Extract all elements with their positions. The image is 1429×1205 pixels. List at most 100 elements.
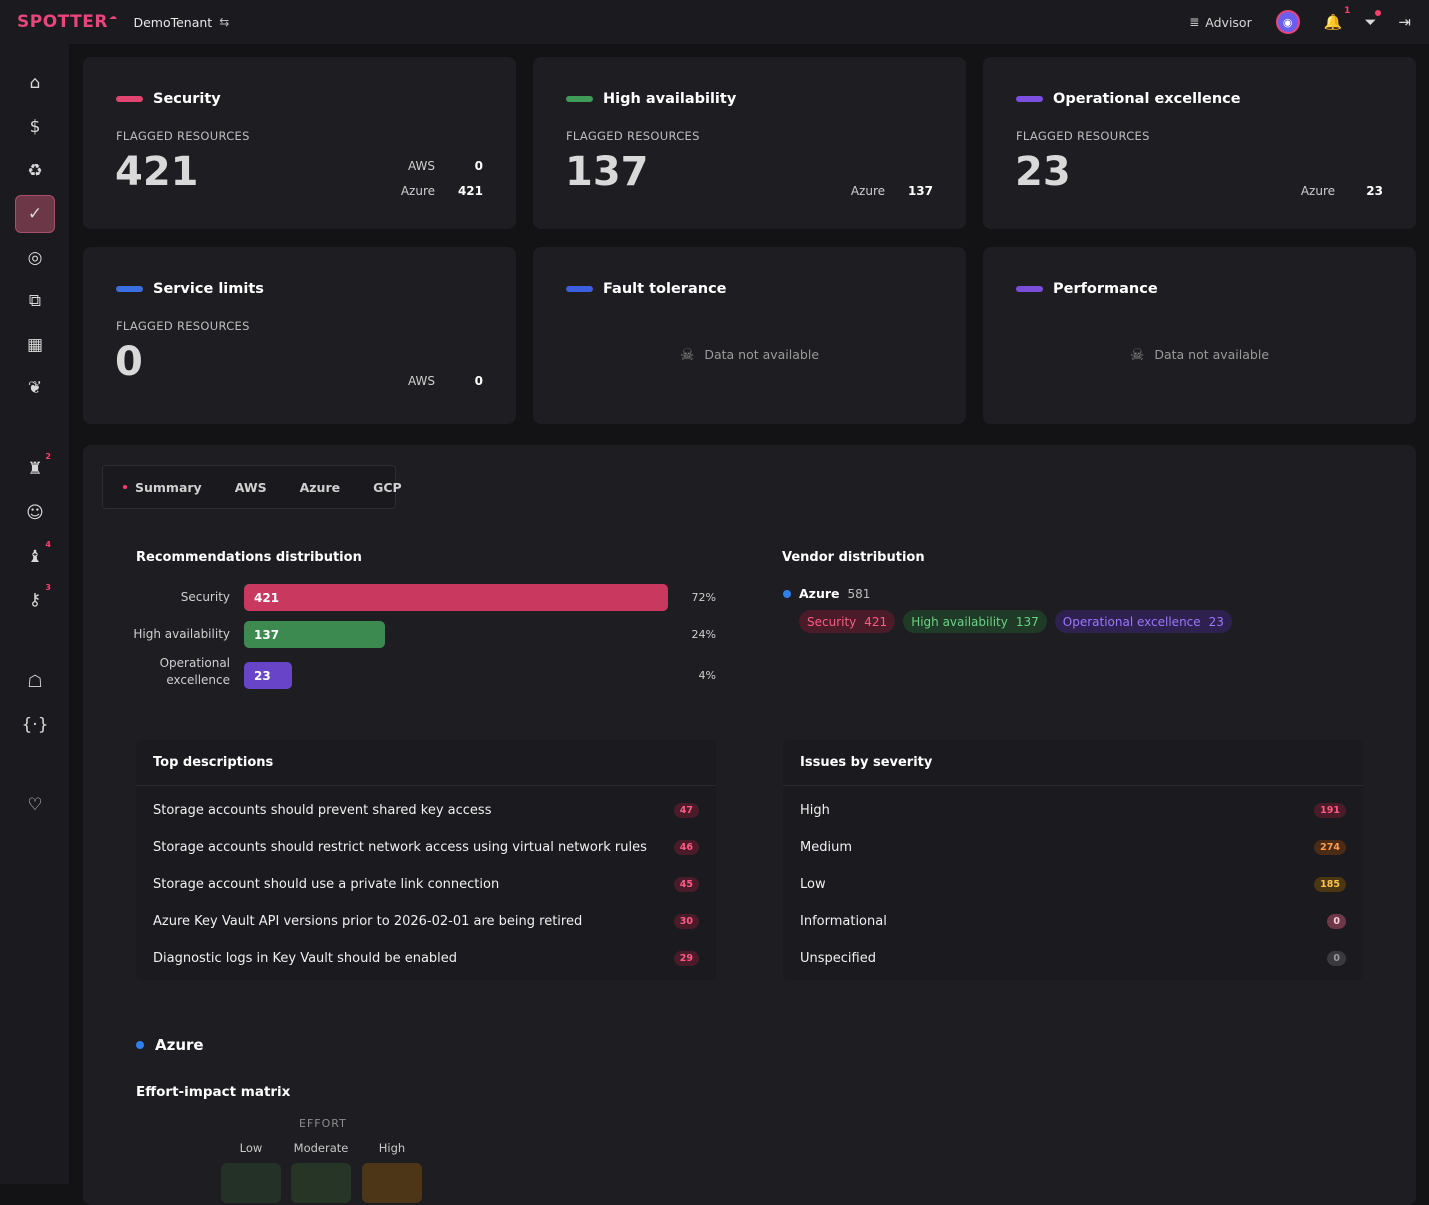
vendor-tag[interactable]: High availability 137: [903, 610, 1047, 633]
avatar[interactable]: ◉: [1275, 10, 1300, 34]
filter-icon[interactable]: ⏷: [1364, 10, 1382, 31]
matrix-cell[interactable]: [291, 1163, 351, 1203]
category-pill: [116, 286, 143, 292]
count-badge: 191: [1314, 802, 1346, 818]
tab-summary[interactable]: Summary: [123, 480, 202, 495]
vendor-row: Azure 421: [400, 184, 483, 198]
sidebar-item-advisor[interactable]: ✓: [15, 195, 55, 233]
effort-moderate: Moderate: [293, 1141, 349, 1155]
vendor-tags: Security 421 High availability 137 Operation…: [799, 610, 1240, 633]
data-not-available: ☠ Data not available: [1129, 345, 1270, 364]
butterfly-icon: ❦: [27, 378, 43, 398]
access-icon: ⚷: [28, 590, 42, 610]
vendor-tabs: Summary AWS Azure GCP: [102, 465, 402, 509]
home-icon: ⌂: [29, 73, 41, 93]
filter-dot: [1375, 10, 1382, 16]
list-item[interactable]: Informational 0: [800, 911, 1346, 931]
sidebar-item-map[interactable]: ▦: [15, 326, 55, 364]
sidebar-badge: 3: [45, 583, 51, 592]
vendor-tag[interactable]: Security 421: [799, 610, 896, 633]
issues-by-severity: Issues by severity High 191 Medium 274 Low 18…: [783, 740, 1363, 980]
matrix-cell[interactable]: [221, 1163, 281, 1203]
card-title: Service limits: [116, 281, 264, 297]
top-descriptions: Top descriptions Storage accounts should…: [136, 740, 716, 980]
top-descriptions-title: Top descriptions: [136, 740, 716, 786]
bar-percent: 72%: [691, 591, 716, 604]
effort-low: Low: [239, 1141, 263, 1155]
advisor-button[interactable]: ≣ Advisor: [1189, 15, 1252, 30]
sidebar-item-masks[interactable]: ☺: [15, 494, 55, 532]
list-item[interactable]: Diagnostic logs in Key Vault should be e…: [153, 948, 699, 968]
spotter-logo[interactable]: SPOTTER☁: [17, 12, 118, 32]
list-item[interactable]: Azure Key Vault API versions prior to 20…: [153, 911, 699, 931]
bar-label: High availability: [133, 627, 230, 641]
list-item[interactable]: Storage accounts should restrict network…: [153, 837, 699, 857]
sidebar-item-goals[interactable]: ◎: [15, 239, 55, 277]
count-badge: 47: [673, 802, 699, 818]
list-item[interactable]: Low 185: [800, 874, 1346, 894]
sidebar-item-champions[interactable]: ♜ 2: [15, 450, 55, 488]
card-service-limits[interactable]: Service limits FLAGGED RESOURCES 0 AWS 0: [83, 247, 516, 424]
tenant-name[interactable]: DemoTenant: [133, 14, 213, 30]
flagged-count: 137: [565, 149, 649, 195]
sidebar-item-chess[interactable]: ♝ 4: [15, 538, 55, 576]
list-item[interactable]: Storage accounts should prevent shared k…: [153, 800, 699, 820]
distribution-bar[interactable]: 137: [244, 621, 385, 648]
card-high-availability[interactable]: High availability FLAGGED RESOURCES 137 Azu…: [533, 57, 966, 229]
category-pill: [1016, 96, 1043, 102]
tab-azure[interactable]: Azure: [299, 479, 341, 495]
flagged-count: 23: [1015, 149, 1071, 195]
savings-icon: ♻: [27, 161, 43, 181]
card-operational-excellence[interactable]: Operational excellence FLAGGED RESOURCES 2…: [983, 57, 1416, 229]
sidebar-item-access[interactable]: ⚷ 3: [15, 581, 55, 619]
sidebar-item-code[interactable]: {·}: [15, 706, 55, 744]
distribution-bar[interactable]: 23: [244, 662, 292, 689]
sidebar-item-tickets[interactable]: ⧉: [15, 282, 55, 320]
sidebar-item-cost[interactable]: $: [15, 108, 55, 146]
card-performance[interactable]: Performance ☠ Data not available: [983, 247, 1416, 424]
matrix-cell[interactable]: [362, 1163, 422, 1203]
count-badge: 274: [1314, 839, 1346, 855]
sidebar-item-home[interactable]: ⌂: [15, 64, 55, 102]
card-title: High availability: [566, 91, 736, 107]
vendor-azure: Azure 581: [783, 586, 870, 601]
champions-icon: ♜: [27, 459, 43, 479]
count-badge: 29: [673, 950, 699, 966]
sidebar-item-butterfly[interactable]: ❦: [15, 369, 55, 407]
active-dot: [123, 485, 127, 489]
list-item[interactable]: Storage account should use a private lin…: [153, 874, 699, 894]
vendor-tag[interactable]: Operational excellence 23: [1054, 610, 1232, 633]
rec-dist-title: Recommendations distribution: [136, 550, 362, 565]
list-item[interactable]: Unspecified 0: [800, 948, 1346, 968]
sidebar-item-savings[interactable]: ♻: [15, 152, 55, 190]
cost-icon: $: [29, 117, 41, 137]
category-pill: [566, 96, 593, 102]
sidebar-badge: 4: [45, 540, 51, 549]
tab-gcp[interactable]: GCP: [373, 479, 402, 495]
map-icon: ▦: [26, 335, 44, 355]
advisor-label: Advisor: [1205, 14, 1252, 30]
card-security[interactable]: Security FLAGGED RESOURCES 421 AWS 0 Azure 421: [83, 57, 516, 229]
bar-label: Security: [180, 590, 230, 604]
bell-icon[interactable]: 🔔 1: [1323, 6, 1351, 31]
sidebar-item-favorites[interactable]: ♡: [15, 786, 55, 824]
vendor-row: Azure 137: [850, 184, 933, 198]
flagged-resources-label: FLAGGED RESOURCES: [116, 319, 250, 333]
count-badge: 0: [1327, 913, 1346, 929]
flagged-resources-label: FLAGGED RESOURCES: [566, 129, 700, 143]
favorites-icon: ♡: [27, 795, 43, 815]
azure-section-title: Azure: [136, 1036, 204, 1054]
distribution-bar[interactable]: 421: [244, 584, 668, 611]
sidebar: ⌂ $ ♻ ✓ ◎ ⧉ ▦ ❦ ♜ 2 ☺ ♝ 4 ⚷ 3 ☖ {·} ♡: [0, 44, 70, 1184]
vendor-dist-title: Vendor distribution: [782, 550, 925, 565]
count-badge: 30: [673, 913, 699, 929]
data-not-available: ☠ Data not available: [679, 345, 820, 364]
swap-tenant-icon[interactable]: ⇆: [219, 15, 230, 29]
sidebar-item-bot[interactable]: ☖: [15, 663, 55, 701]
tab-aws[interactable]: AWS: [234, 479, 267, 495]
logout-icon[interactable]: ⇥: [1398, 13, 1411, 31]
list-item[interactable]: High 191: [800, 800, 1346, 820]
list-item[interactable]: Medium 274: [800, 837, 1346, 857]
skull-icon: ☠: [679, 345, 695, 364]
card-fault-tolerance[interactable]: Fault tolerance ☠ Data not available: [533, 247, 966, 424]
